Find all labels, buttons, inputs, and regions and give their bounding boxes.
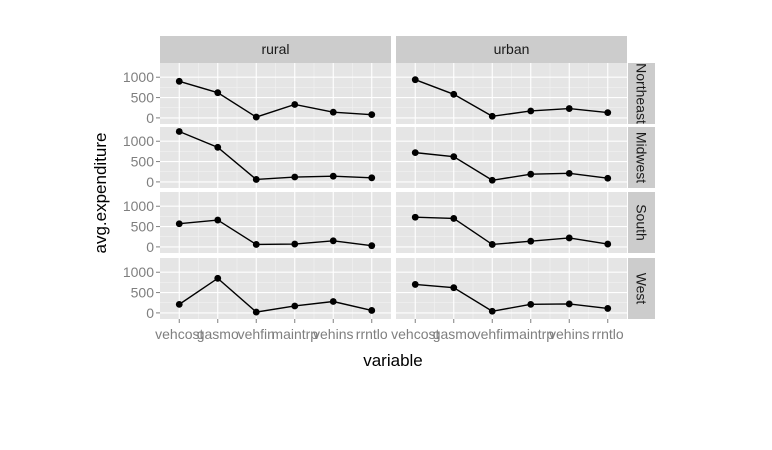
strip-midwest (628, 127, 655, 188)
data-point-northeast-rural-vehfin (252, 113, 260, 121)
series-line-south-urban (415, 216, 608, 246)
x-tick-label: vehfin (238, 326, 275, 342)
data-point-midwest-rural-vehfin (252, 176, 260, 183)
data-point-south-urban-maintrp (527, 237, 535, 245)
data-layer (175, 76, 612, 316)
data-point-northeast-urban-vehfin (488, 112, 496, 120)
data-point-west-rural-rrntlo (368, 307, 376, 314)
data-point-northeast-urban-vehcost (411, 76, 419, 84)
series-line-northeast-rural (179, 80, 372, 118)
x-tick-label: maintrp (507, 326, 554, 342)
x-tick-label: vehins (549, 326, 589, 342)
strip-northeast (628, 63, 655, 124)
strip-label-west: West (634, 273, 650, 305)
x-tick-label: vehcost (155, 326, 203, 342)
x-tick-label: gasmo (197, 326, 239, 342)
data-point-west-urban-rrntlo (604, 305, 612, 312)
data-point-northeast-urban-rrntlo (604, 109, 612, 117)
x-tick-label: vehfin (474, 326, 511, 342)
data-point-south-rural-vehfin (252, 241, 260, 248)
x-tick-label: vehcost (391, 326, 439, 342)
x-tick-label: rrntlo (356, 326, 388, 342)
data-point-northeast-rural-maintrp (291, 101, 299, 108)
y-axis-title: avg.expenditure (91, 133, 110, 254)
y-tick-label: 0 (146, 174, 154, 190)
data-point-midwest-rural-vehins (329, 172, 337, 180)
data-point-south-urban-rrntlo (604, 240, 612, 248)
y-tick-label: 500 (131, 90, 155, 106)
data-point-northeast-rural-vehins (329, 108, 337, 116)
data-point-south-urban-vehins (565, 234, 573, 242)
data-point-midwest-urban-vehins (565, 169, 573, 177)
data-point-west-rural-gasmo (214, 274, 222, 282)
y-tick-label: 0 (146, 239, 154, 255)
y-tick-label: 1000 (123, 198, 154, 214)
data-point-south-urban-gasmo (450, 215, 458, 222)
y-tick-label: 0 (146, 110, 154, 126)
series-line-south-rural (179, 219, 372, 247)
data-point-midwest-urban-vehfin (488, 176, 496, 184)
data-point-northeast-rural-vehcost (175, 77, 183, 85)
x-axis-title: variable (363, 351, 423, 370)
strip-label-urban: urban (494, 41, 530, 57)
strip-rural (160, 36, 391, 63)
y-tick-label: 0 (146, 305, 154, 321)
data-point-northeast-rural-rrntlo (368, 111, 376, 119)
data-point-south-rural-gasmo (214, 216, 222, 224)
y-tick-label: 1000 (123, 69, 154, 85)
data-point-west-urban-vehins (565, 300, 573, 308)
strip-label-northeast: Northeast (634, 63, 650, 124)
x-tick-label: vehins (313, 326, 353, 342)
data-point-midwest-urban-rrntlo (604, 174, 612, 182)
data-point-south-urban-vehfin (488, 241, 496, 248)
data-point-west-urban-gasmo (450, 284, 458, 292)
data-point-northeast-rural-gasmo (214, 89, 222, 97)
x-tick-label: rrntlo (592, 326, 624, 342)
panels (160, 63, 627, 319)
strip-west (628, 258, 655, 319)
x-tick-label: gasmo (433, 326, 475, 342)
strip-label-midwest: Midwest (634, 132, 650, 183)
y-tick-label: 1000 (123, 264, 154, 280)
data-point-northeast-urban-vehins (565, 105, 573, 112)
data-point-midwest-urban-vehcost (411, 149, 419, 157)
data-point-south-rural-vehcost (175, 220, 183, 228)
axis-ticks: 05001000050010000500100005001000vehcostg… (123, 69, 624, 342)
series-line-west-urban (415, 283, 608, 313)
series-line-west-rural (178, 277, 372, 313)
data-point-west-rural-vehfin (252, 308, 260, 316)
x-tick-label: maintrp (271, 326, 318, 342)
series-line-midwest-urban (415, 151, 608, 182)
strip-south (628, 192, 655, 253)
y-tick-label: 500 (131, 285, 155, 301)
data-point-midwest-rural-gasmo (214, 143, 222, 151)
data-point-south-rural-vehins (329, 237, 337, 245)
y-tick-label: 500 (131, 219, 155, 235)
data-point-west-urban-maintrp (527, 300, 535, 308)
data-point-northeast-urban-gasmo (450, 90, 458, 98)
data-point-midwest-urban-gasmo (450, 153, 458, 161)
data-point-midwest-urban-maintrp (527, 170, 535, 178)
y-tick-label: 500 (131, 154, 155, 170)
data-point-west-urban-vehfin (488, 307, 496, 315)
data-point-west-rural-vehins (329, 298, 337, 305)
data-point-northeast-urban-maintrp (527, 107, 535, 115)
data-point-west-rural-vehcost (175, 300, 183, 308)
data-point-midwest-rural-vehcost (175, 128, 183, 135)
series-line-northeast-urban (415, 79, 608, 117)
data-point-west-rural-maintrp (291, 302, 299, 310)
strip-urban (396, 36, 627, 63)
data-point-south-rural-rrntlo (368, 242, 376, 250)
data-point-south-urban-vehcost (411, 213, 419, 221)
data-point-midwest-rural-rrntlo (368, 174, 376, 182)
strip-label-south: South (634, 204, 650, 241)
strip-label-rural: rural (261, 41, 289, 57)
series-line-midwest-rural (178, 130, 372, 181)
data-point-west-urban-vehcost (411, 281, 419, 288)
y-tick-label: 1000 (123, 133, 154, 149)
facet-strips: rural urban Northeast Midwest South West (160, 36, 655, 319)
data-point-south-rural-maintrp (291, 240, 299, 248)
data-point-midwest-rural-maintrp (291, 173, 299, 181)
